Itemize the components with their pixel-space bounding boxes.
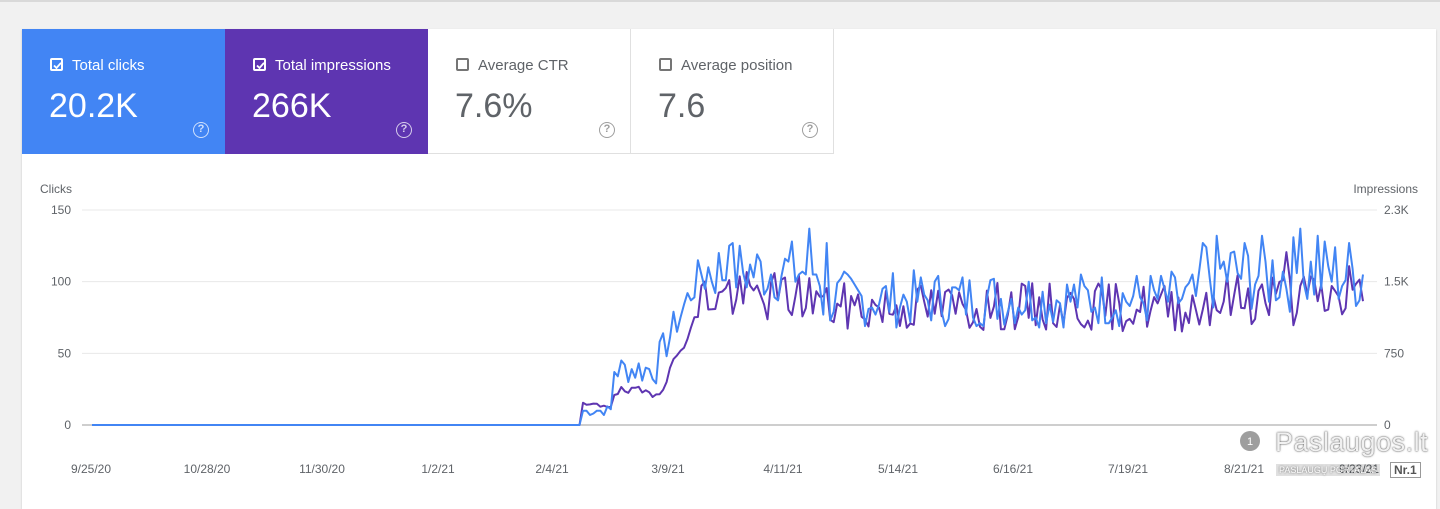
checkbox-unchecked-icon[interactable] [659,58,672,71]
checkbox-checked-icon[interactable] [50,58,63,71]
y-left-tick: 0 [64,418,71,432]
metric-average-position[interactable]: Average position 7.6 ? [631,29,834,154]
y-right-axis-title: Impressions [1353,182,1418,196]
gridlines [82,209,1377,426]
annotation-marker-label: 1 [1247,436,1253,448]
metric-value: 266K [252,87,332,125]
y-right-tick: 750 [1384,346,1404,360]
y-right-ticks: 2.3K 1.5K 750 0 [1384,203,1409,432]
y-left-axis-title: Clicks [40,182,72,196]
metric-value: 7.6% [455,87,533,125]
y-right-tick: 2.3K [1384,203,1409,217]
x-tick-label: 7/19/21 [1108,462,1148,476]
impressions-line [92,251,1364,426]
x-tick-label: 5/14/21 [878,462,918,476]
metric-total-impressions[interactable]: Total impressions 266K ? [225,29,428,154]
metric-total-clicks[interactable]: Total clicks 20.2K ? [22,29,225,154]
metric-label: Average CTR [478,57,569,74]
x-tick-label: 9/23/21 [1339,462,1379,476]
help-icon[interactable]: ? [396,122,412,138]
y-right-tick: 0 [1384,418,1391,432]
x-tick-label: 3/9/21 [651,462,685,476]
y-left-ticks: 150 100 50 0 [51,203,71,432]
top-divider [0,0,1440,2]
series-impressions [92,251,1364,426]
help-icon[interactable]: ? [802,122,818,138]
metric-label: Total clicks [72,57,145,74]
clicks-line [92,227,1364,426]
metric-label: Average position [681,57,793,74]
performance-chart: Clicks Impressions 150 100 50 0 2.3K 1.5K 750… [40,182,1418,476]
annotation-marker[interactable]: 1 [1240,431,1260,451]
metric-average-ctr[interactable]: Average CTR 7.6% ? [428,29,631,154]
x-tick-label: 10/28/20 [184,462,231,476]
metric-tabs: Total clicks 20.2K ? Total impressions 2… [22,29,834,154]
metric-value: 20.2K [49,87,138,125]
series-clicks [92,227,1364,426]
x-tick-label: 11/30/20 [299,462,345,476]
checkbox-unchecked-icon[interactable] [456,58,469,71]
y-right-tick: 1.5K [1384,275,1409,289]
performance-card: Total clicks 20.2K ? Total impressions 2… [22,29,1436,509]
y-left-tick: 150 [51,203,71,217]
metric-value: 7.6 [658,87,706,125]
x-ticks: 9/25/20 10/28/20 11/30/20 1/2/21 2/4/21 3/9/2… [71,462,1379,476]
x-tick-label: 9/25/20 [71,462,111,476]
y-left-tick: 50 [58,346,72,360]
help-icon[interactable]: ? [193,122,209,138]
x-tick-label: 4/11/21 [763,462,802,476]
x-tick-label: 2/4/21 [535,462,569,476]
help-icon[interactable]: ? [599,122,615,138]
x-tick-label: 1/2/21 [421,462,455,476]
y-left-tick: 100 [51,275,71,289]
x-tick-label: 6/16/21 [993,462,1033,476]
checkbox-checked-icon[interactable] [253,58,266,71]
metric-label: Total impressions [275,57,391,74]
x-tick-label: 8/21/21 [1224,462,1264,476]
